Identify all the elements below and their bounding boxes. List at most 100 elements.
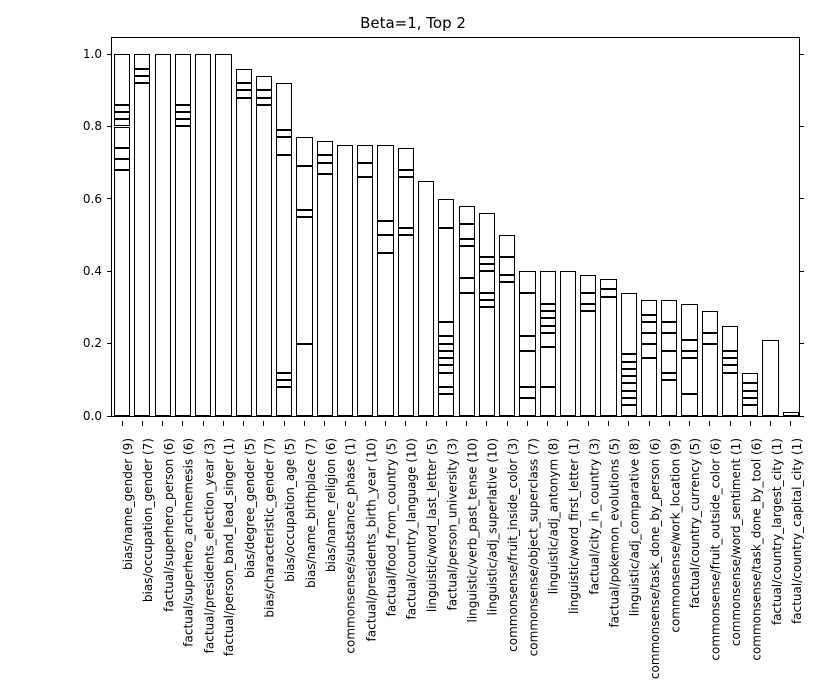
bar [398, 148, 414, 416]
chart-title: Beta=1, Top 2 [0, 14, 826, 32]
bar-segment [742, 391, 758, 398]
bar-segment [479, 257, 495, 264]
x-tickmark [426, 421, 427, 426]
bar [296, 137, 312, 416]
x-tick-label: commonsense/fruit_outside_color (6) [709, 438, 723, 661]
y-tickmark [107, 54, 112, 55]
bar-segment [459, 239, 475, 246]
y-tick-label: 0.8 [83, 119, 102, 133]
bar [114, 54, 130, 416]
x-tickmark [750, 421, 751, 426]
bar-segment [256, 90, 272, 97]
bar [155, 54, 171, 416]
x-tick-label: bias/characteristic_gender (7) [263, 438, 277, 618]
bar-segment [600, 289, 616, 296]
bar [783, 412, 799, 416]
y-tickmark [799, 416, 804, 417]
x-tick-label: factual/pokemon_evolutions (5) [607, 438, 621, 628]
bar-slot [153, 38, 173, 416]
bar-segment [459, 206, 475, 224]
bar-slot [315, 38, 335, 416]
bar-segment [276, 130, 292, 137]
x-tickmark [162, 421, 163, 426]
bar [722, 326, 738, 416]
bar-segment [296, 344, 312, 416]
x-tickmark [567, 421, 568, 426]
x-tickmark [486, 421, 487, 426]
bar-slot [213, 38, 233, 416]
bar-segment [742, 383, 758, 390]
bar-segment [236, 69, 252, 83]
x-tick-label: commonsense/fruit_inside_color (3) [506, 438, 520, 652]
bar-slot [436, 38, 456, 416]
bar-slot [193, 38, 213, 416]
bar-segment [398, 228, 414, 235]
y-tick-label: 1.0 [83, 47, 102, 61]
bar-segment [438, 365, 454, 372]
bar-segment [499, 275, 515, 282]
bar-segment [621, 362, 637, 369]
x-tickmark [142, 421, 143, 426]
bar-slot [173, 38, 193, 416]
x-tick-label: factual/country_largest_city (1) [770, 438, 784, 625]
x-tick-label: linguistic/verb_past_tense (10) [466, 438, 480, 623]
bar-segment [600, 279, 616, 290]
bar-segment [560, 271, 576, 416]
bar-segment [114, 54, 130, 105]
bar-slot [477, 38, 497, 416]
bar-slot [538, 38, 558, 416]
bar-slot [720, 38, 740, 416]
bar-segment [317, 141, 333, 155]
bar-slot [517, 38, 537, 416]
x-tick-label: factual/superhero_archnemesis (6) [182, 438, 196, 647]
bar-segment [296, 137, 312, 166]
bar-slot [598, 38, 618, 416]
x-tickmark [263, 421, 264, 426]
x-tickmark [122, 421, 123, 426]
bar-segment [540, 271, 556, 304]
bar-slot [700, 38, 720, 416]
bar-segment [621, 369, 637, 376]
bar-segment [540, 326, 556, 333]
bar-segment [114, 112, 130, 119]
bar-segment [438, 358, 454, 365]
bar-segment [175, 54, 191, 105]
x-tick-label: bias/name_gender (9) [121, 438, 135, 570]
bar-segment [236, 83, 252, 90]
bar-slot [254, 38, 274, 416]
bar-slot [112, 38, 132, 416]
bar-segment [155, 54, 171, 416]
bar-segment [681, 358, 697, 394]
bar-segment [114, 170, 130, 416]
bar-segment [621, 293, 637, 355]
bar [580, 275, 596, 416]
bar [681, 304, 697, 416]
bar-slot [740, 38, 760, 416]
bar [762, 340, 778, 416]
bar-slot [355, 38, 375, 416]
bar-segment [256, 76, 272, 90]
bar-segment [519, 271, 535, 293]
bar [479, 213, 495, 416]
bar-segment [459, 246, 475, 279]
x-tickmark [284, 421, 285, 426]
x-tickmark [304, 421, 305, 426]
x-tick-label: bias/name_birthplace (7) [304, 438, 318, 588]
x-tickmark [628, 421, 629, 426]
figure: Beta=1, Top 2 0.00.20.40.60.81.0bias/nam… [0, 0, 826, 700]
bar-segment [438, 344, 454, 351]
bar-segment [459, 293, 475, 416]
x-tick-label: linguistic/word_last_letter (5) [425, 438, 439, 612]
bar-segment [479, 293, 495, 300]
x-tickmark [669, 421, 670, 426]
x-tickmark [527, 421, 528, 426]
bar-segment [702, 333, 718, 344]
bar [337, 145, 353, 416]
x-tick-label: bias/name_religion (6) [324, 438, 338, 572]
y-tickmark [107, 126, 112, 127]
bar-segment [540, 347, 556, 387]
x-tick-label: commonsense/substance_phase (1) [344, 438, 358, 654]
x-tickmark [203, 421, 204, 426]
x-tickmark [709, 421, 710, 426]
y-tickmark [107, 416, 112, 417]
